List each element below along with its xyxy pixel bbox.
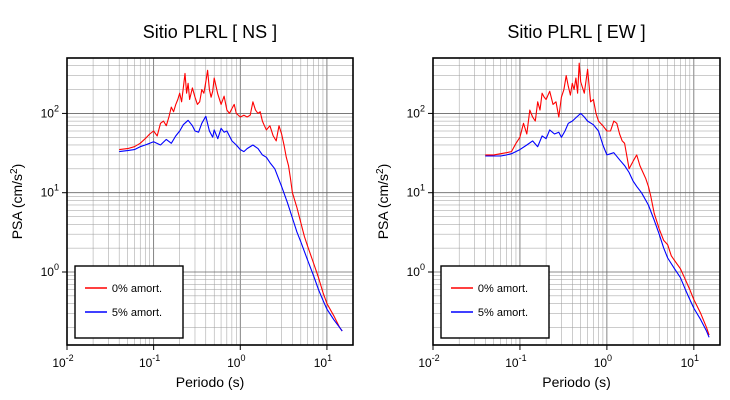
series-line-red — [119, 69, 343, 332]
x-axis-label: Periodo (s) — [542, 374, 610, 390]
y-tick-label: 102 — [407, 103, 425, 120]
series-line-red — [485, 62, 710, 336]
y-axis-label: PSA (cm/s2) — [9, 164, 25, 240]
chart-title: Sitio PLRL [ NS ] — [143, 22, 277, 42]
legend-box — [74, 265, 184, 339]
x-tick-label: 10-2 — [52, 353, 73, 370]
x-tick-label: 101 — [681, 353, 699, 370]
legend-label: 0% amort. — [112, 283, 162, 295]
y-axis-label: PSA (cm/s2) — [375, 164, 391, 240]
legend-label: 5% amort. — [112, 307, 162, 319]
x-axis-label: Periodo (s) — [176, 374, 244, 390]
x-tick-label: 100 — [227, 353, 245, 370]
x-tick-label: 10-1 — [139, 353, 160, 370]
x-tick-label: 101 — [314, 353, 332, 370]
y-tick-label: 101 — [407, 183, 425, 200]
legend-label: 0% amort. — [478, 283, 528, 295]
x-tick-label: 100 — [594, 353, 612, 370]
series-line-blue — [485, 112, 710, 338]
chart-panel-2: 10-2 10-1 100 101 100 101 102 Sitio PLRL [ EW ]… — [375, 22, 721, 390]
x-tick-label: 10-2 — [418, 353, 439, 370]
y-tick-label: 102 — [41, 103, 59, 120]
legend-box — [440, 265, 550, 339]
chart-title: Sitio PLRL [ EW ] — [507, 22, 645, 42]
y-tick-label: 100 — [407, 262, 425, 279]
plot-frame — [66, 57, 354, 346]
grid — [67, 58, 353, 345]
legend-label: 5% amort. — [478, 307, 528, 319]
y-tick-label: 101 — [41, 183, 59, 200]
plot-frame — [432, 57, 721, 346]
y-tick-label: 100 — [41, 262, 59, 279]
series-line-blue — [119, 115, 343, 332]
chart-panel-1: 10-2 10-1 100 101 100 101 102 Sitio PLRL [ NS ]… — [9, 22, 354, 390]
x-tick-label: 10-1 — [505, 353, 526, 370]
legend: 0% amort. 5% amort. — [74, 265, 184, 339]
legend: 0% amort. 5% amort. — [440, 265, 550, 339]
